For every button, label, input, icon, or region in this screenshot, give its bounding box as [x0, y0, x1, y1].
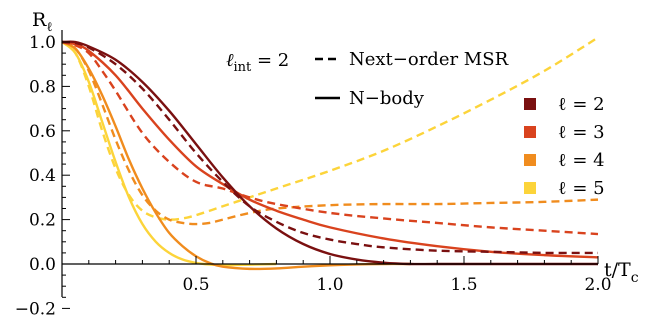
annotation-lint: ℓint = 2 [226, 50, 289, 75]
legend-swatch [524, 154, 536, 166]
ticks: 0.5 1.0 1.5 2.0 −0.2 0.0 0.2 0.4 0.6 0.8 1.0 [15, 33, 612, 319]
style-legend: Next−order MSR N−body [315, 49, 509, 109]
annotation-sub: int [234, 60, 253, 75]
legend-label: ℓ = 2 [558, 94, 605, 115]
legend-label: ℓ = 5 [558, 178, 605, 199]
legend-swatch [524, 126, 536, 138]
x-tick-label: 0.5 [182, 275, 209, 295]
style-legend-solid-label: N−body [349, 88, 425, 109]
plot-area [61, 36, 599, 271]
series-2-nbody-line [61, 40, 598, 266]
y-tick-label: 0.8 [29, 77, 56, 97]
y-axis-label: Rℓ [32, 9, 53, 35]
x-tick-label: 2.0 [584, 275, 611, 295]
y-tick-label: 0.4 [29, 166, 56, 186]
series-5-msr-line [61, 36, 599, 221]
legend-swatch [524, 182, 536, 194]
legend-label: ℓ = 3 [558, 122, 605, 143]
series-4-msr-line [61, 40, 599, 226]
y-tick-label: 0.6 [29, 122, 56, 142]
x-axis-label: t/Tc [604, 259, 639, 286]
x-axis-label-main: t/T [604, 259, 631, 281]
x-axis-label-sub: c [631, 270, 639, 286]
x-tick-label: 1.5 [450, 275, 477, 295]
series-2-msr-line [61, 40, 599, 255]
y-tick-label: −0.2 [15, 299, 56, 319]
legend-label: ℓ = 4 [558, 150, 605, 171]
x-tick-label: 1.0 [316, 275, 343, 295]
legend-swatch [524, 98, 536, 110]
y-axis-label-main: R [32, 9, 47, 31]
annotation-lhs: ℓ [226, 50, 234, 71]
series-legend: ℓ = 2 ℓ = 3 ℓ = 4 ℓ = 5 [524, 94, 605, 199]
style-legend-dashed-label: Next−order MSR [349, 49, 509, 70]
axes: 0.5 1.0 1.5 2.0 −0.2 0.0 0.2 0.4 0.6 0.8 1.0 [15, 30, 612, 319]
annotation-rhs: = 2 [251, 50, 289, 71]
series-3-msr-line [61, 40, 599, 236]
y-tick-label: 0.2 [29, 211, 56, 231]
y-tick-label: 1.0 [29, 33, 56, 53]
y-axis-label-sub: ℓ [46, 20, 52, 35]
series-3-nbody-line [61, 40, 599, 259]
series-4-nbody-line [61, 40, 411, 271]
y-tick-label: 0.0 [29, 255, 56, 275]
